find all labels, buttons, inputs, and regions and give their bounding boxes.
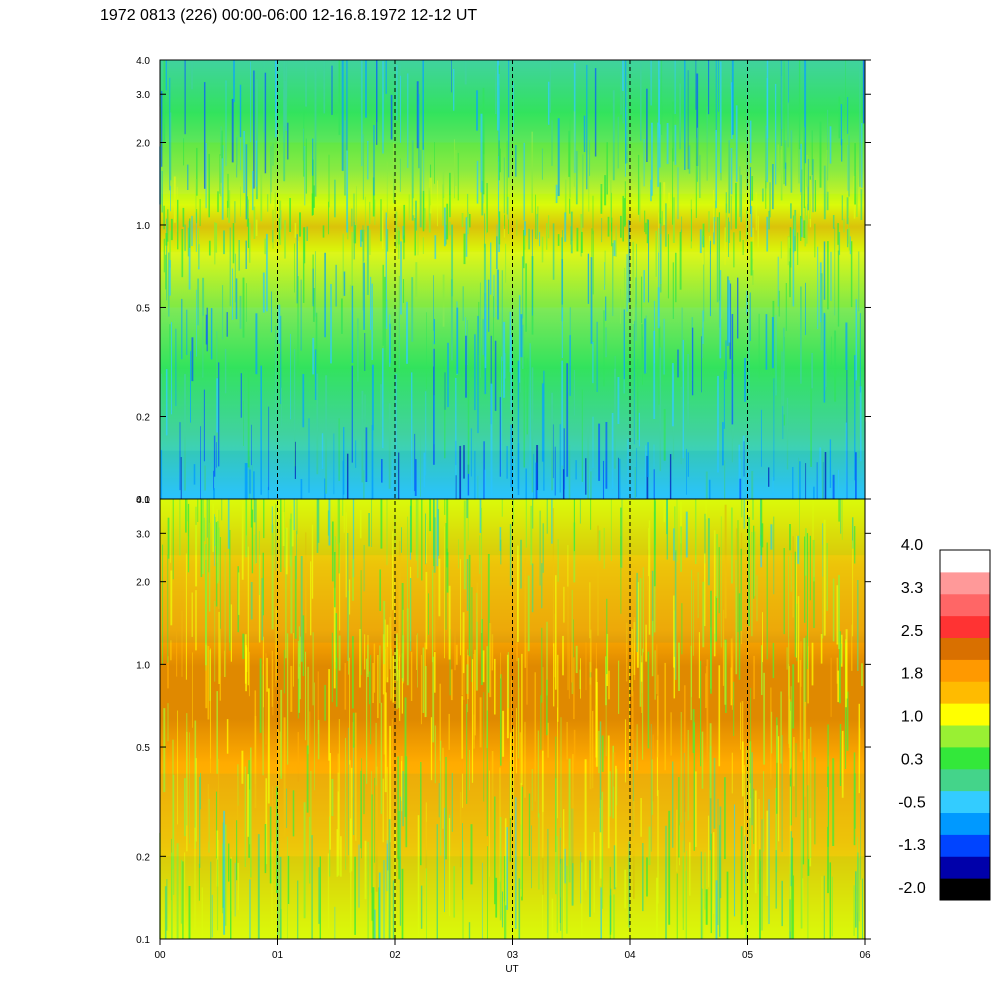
spectrogram-band [160,856,865,939]
lower-panel-streaks [159,499,864,939]
x-axis-label: UT [505,964,518,975]
spectrogram-band [160,307,865,369]
upper-y-axis: 0.1 0.2 0.5 1.0 2.0 3.0 4.0 [136,56,871,506]
y-tick-label: 0.5 [136,743,150,754]
y-tick-label: 1.0 [136,660,150,671]
x-tick-label: 05 [742,950,754,961]
colorbar-swatch [940,550,990,573]
colorbar-label: -2.0 [898,880,926,897]
colorbar-frame [939,549,991,901]
colorbar-swatch [940,681,990,704]
colorbar-swatch [940,768,990,792]
colorbar-swatch [940,637,990,660]
x-tick-label: 02 [389,950,401,961]
colorbar: 4.0 3.3 2.5 1.8 1.0 0.3 -0.5 -1.3 -2.0 [898,537,991,901]
y-tick-label: 4.0 [136,56,150,67]
colorbar-swatch [940,615,990,639]
colorbar-swatch [940,790,990,814]
y-tick-label: 2.0 [136,578,150,589]
colorbar-label: 2.5 [901,623,923,640]
y-tick-label: 0.2 [136,852,150,863]
x-tick-label: 01 [272,950,284,961]
chart-title: 1972 0813 (226) 00:00-06:00 12-16.8.1972… [100,7,477,24]
spectrogram-band [160,60,865,143]
y-tick-label: 0.5 [136,304,150,315]
x-tick-label: 03 [507,950,519,961]
colorbar-swatch [940,593,990,617]
y-tick-label: 3.0 [136,90,150,101]
colorbar-swatch [940,834,990,857]
upper-panel-streaks [159,60,866,499]
colorbar-label: 1.8 [901,666,923,683]
x-tick-label: 04 [624,950,636,961]
y-tick-label: 2.0 [136,139,150,150]
colorbar-swatch [940,659,990,682]
x-tick-label: 06 [859,950,871,961]
colorbar-label: -1.3 [898,837,926,854]
x-axis: 00 01 02 03 04 05 06 [154,939,871,961]
colorbar-label: 0.3 [901,751,923,768]
y-tick-label: 1.0 [136,221,150,232]
colorbar-label: 3.3 [901,580,923,597]
colorbar-swatch [940,812,990,835]
colorbar-label: 1.0 [901,709,923,726]
y-tick-label: 3.0 [136,529,150,540]
colorbar-swatch [940,571,990,595]
y-tick-label: 0.1 [136,495,150,506]
colorbar-swatch [940,746,990,770]
colorbar-label: 4.0 [901,537,923,554]
colorbar-label: -0.5 [898,794,926,811]
lower-y-axis: 0.1 0.2 0.5 1.0 2.0 3.0 4.0 [136,495,871,946]
y-tick-label: 0.2 [136,413,150,424]
spectrogram-band [160,773,865,857]
colorbar-swatch [940,878,990,901]
x-tick-label: 00 [154,950,166,961]
colorbar-swatch [940,725,990,748]
y-tick-label: 0.1 [136,935,150,946]
colorbar-swatch [940,703,990,726]
y-tick-label: 4.0 [136,495,150,506]
colorbar-swatch [940,856,990,879]
